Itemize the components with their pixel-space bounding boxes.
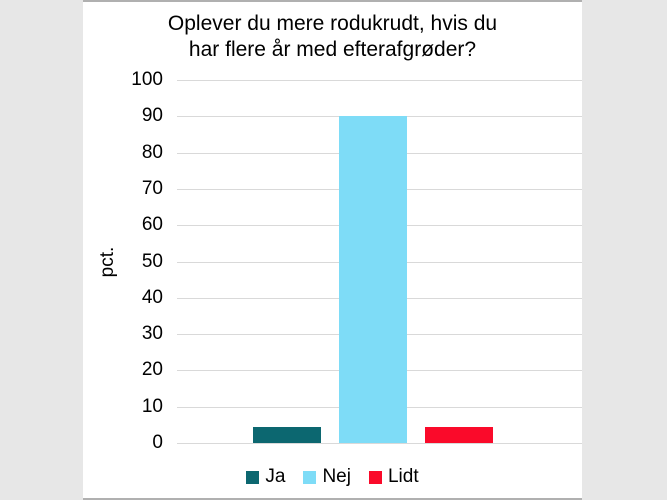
legend-swatch-icon bbox=[368, 470, 382, 484]
legend-swatch-icon bbox=[246, 470, 260, 484]
legend-item-lidt: Lidt bbox=[368, 466, 419, 488]
gridline bbox=[177, 443, 582, 444]
bar-ja bbox=[252, 426, 321, 443]
legend-swatch-icon bbox=[303, 470, 317, 484]
y-tick-label: 100 bbox=[131, 69, 163, 90]
legend-label: Lidt bbox=[387, 466, 419, 487]
chart-title: Oplever du mere rodukrudt, hvis du har f… bbox=[83, 11, 582, 63]
y-tick-label: 30 bbox=[141, 323, 163, 345]
chart-title-line-1: Oplever du mere rodukrudt, hvis du bbox=[167, 12, 498, 35]
y-tick-label: 50 bbox=[141, 250, 163, 272]
legend: Ja Nej Lidt bbox=[83, 466, 582, 488]
legend-item-ja: Ja bbox=[246, 466, 285, 488]
y-tick-label: 80 bbox=[141, 141, 163, 163]
legend-label: Ja bbox=[265, 466, 286, 487]
y-tick-label: 20 bbox=[141, 359, 163, 381]
gridline bbox=[177, 80, 582, 81]
legend-label: Nej bbox=[322, 466, 351, 487]
legend-item-nej: Nej bbox=[303, 466, 351, 488]
y-tick-label: 70 bbox=[141, 177, 163, 199]
y-tick-label: 90 bbox=[141, 105, 163, 127]
chart-panel: Oplever du mere rodukrudt, hvis du har f… bbox=[83, 0, 582, 500]
y-tick-label: 40 bbox=[141, 286, 163, 308]
y-tick-label: 10 bbox=[141, 395, 163, 417]
y-tick-label: 60 bbox=[141, 214, 163, 236]
y-tick-label: 0 bbox=[152, 432, 163, 453]
bar-nej bbox=[338, 116, 407, 443]
bars-group bbox=[170, 80, 575, 443]
bar-lidt bbox=[424, 426, 493, 443]
chart-title-line-2: har flere år med efterafgrøder? bbox=[188, 38, 477, 61]
